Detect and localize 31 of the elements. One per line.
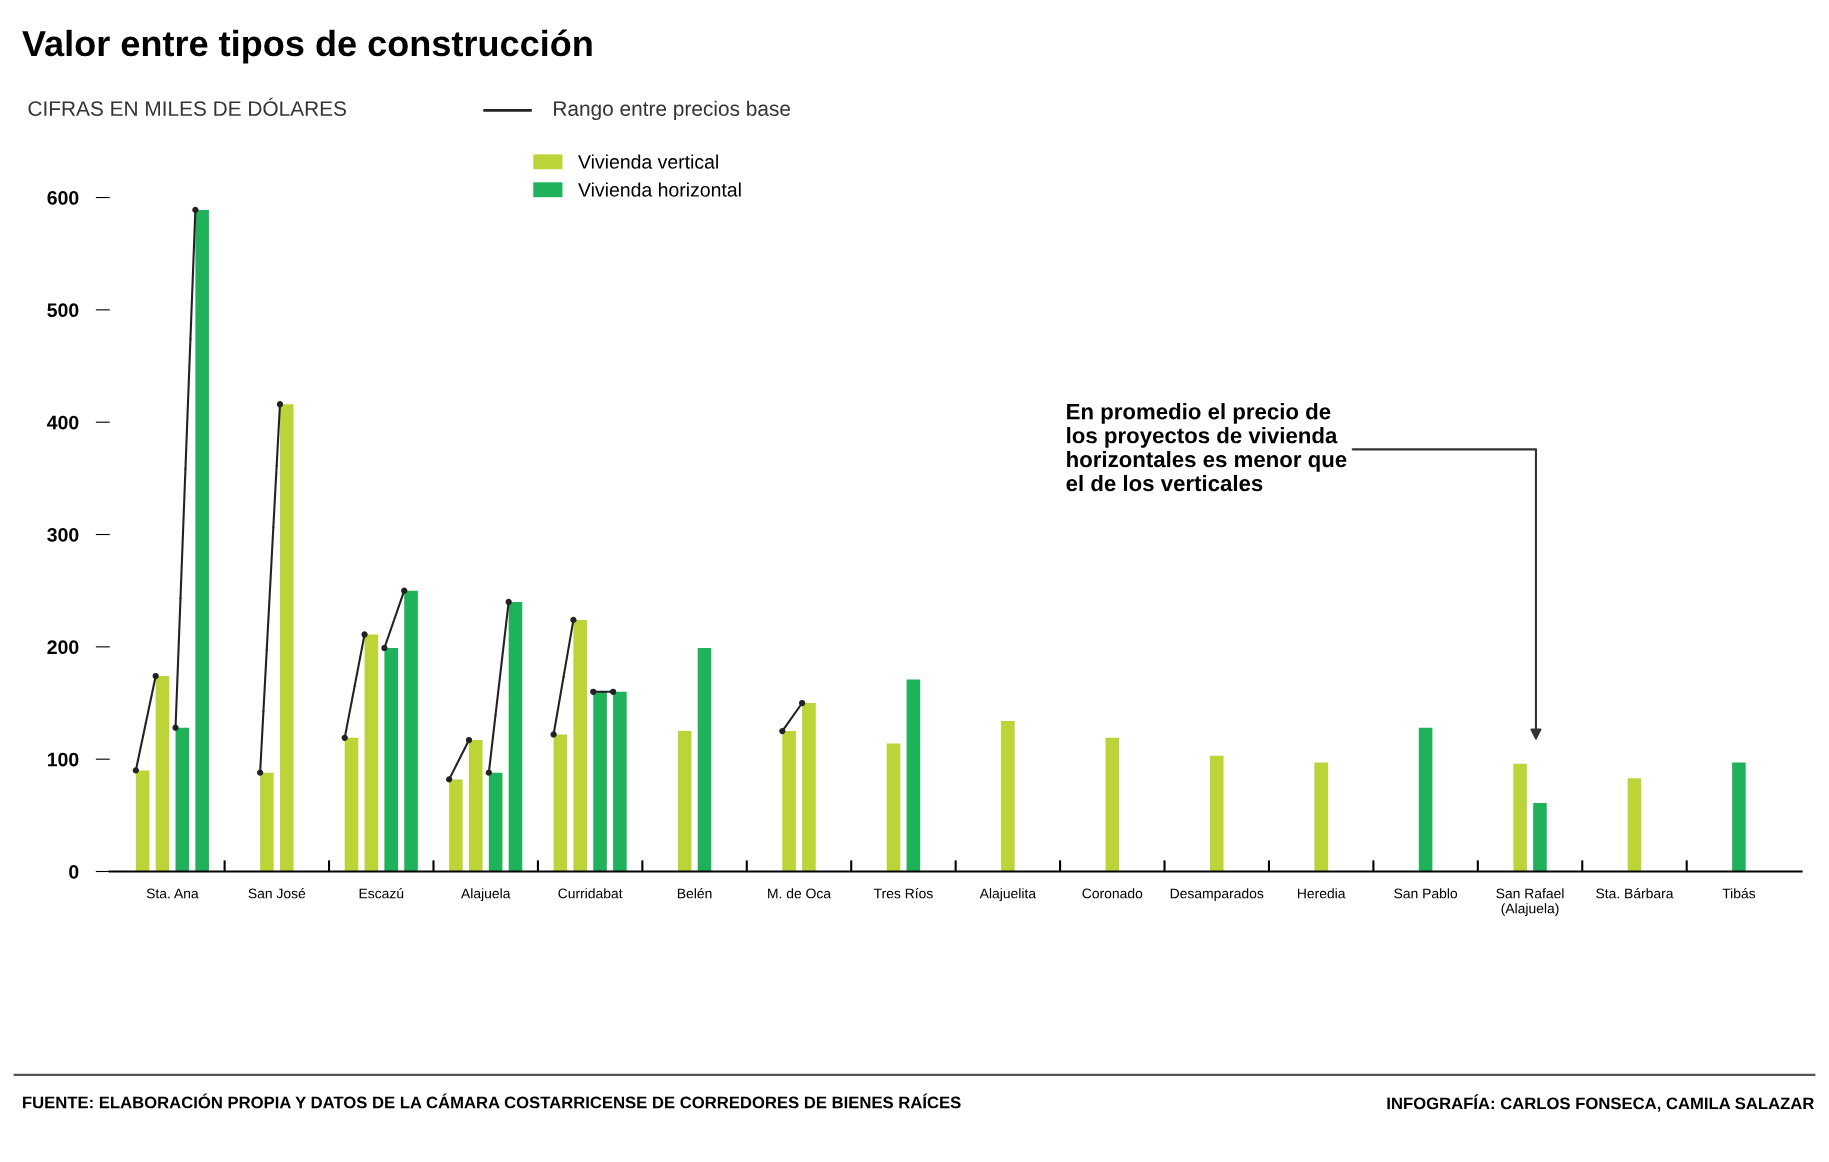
text: Rango entre precios base (554, 100, 791, 121)
legend-label: Vivienda vertical (578, 154, 718, 169)
x-tick-label: Escazú (359, 888, 404, 899)
chart-title: Valor entre tipos de construcción (22, 29, 592, 64)
x-tick-label: Belén (677, 888, 712, 899)
y-tick-label: 400 (47, 415, 79, 430)
chart-subtitle: CIFRAS EN MILES DE DÓLARES (28, 97, 346, 116)
x-tick-label: Tres Ríos (873, 888, 933, 899)
y-tick-label: 500 (47, 303, 79, 318)
text: INFOGRAFÍA: CARLOS FONSECA, CAMILA SALAZAR (1387, 1094, 1815, 1112)
x-tick-label: Sta. Ana (146, 888, 199, 899)
x-tick-label: Alajuelita (979, 888, 1037, 902)
x-tick-label: San Pablo (1394, 888, 1458, 899)
y-tick-label: 100 (47, 752, 79, 767)
annotation: En promedio el precio de los proyectos de vivienda horizontales es menor que el de los verticales (1066, 403, 1347, 492)
x-tick-label: Tibás (1722, 888, 1756, 899)
y-tick-label: 600 (47, 191, 79, 205)
x-tick-label: Heredia (1297, 888, 1346, 899)
x-tick-label: Desamparados (1170, 888, 1264, 902)
source-note: FUENTE: ELABORACIÓN PROPIA Y DATOS DE LA CÁMARA COSTARRICENSE DE CORREDORES DE BIENES RAÍCES (23, 1093, 961, 1109)
x-tick-label: Sta. Bárbara (1596, 888, 1674, 899)
x-tick-label: M. de Oca (768, 888, 832, 899)
x-tick-label: Coronado (1082, 888, 1143, 899)
x-tick-label: San José (248, 888, 306, 899)
legend-label: Vivienda horizontal (578, 182, 741, 197)
y-tick-label: 300 (47, 527, 79, 542)
x-tick-label: San Rafael (Alajuela) (1496, 888, 1564, 917)
y-tick-label: 0 (69, 864, 79, 879)
y-tick-label: 200 (47, 640, 79, 655)
x-tick-label: Alajuela (461, 888, 511, 902)
x-tick-label: Curridabat (558, 888, 623, 899)
